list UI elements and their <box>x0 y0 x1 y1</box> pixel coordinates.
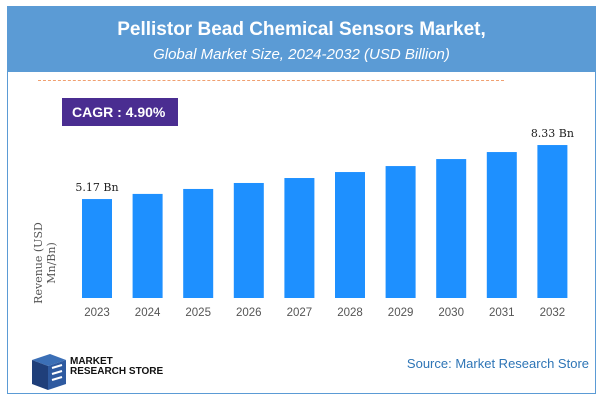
bar-2030 <box>436 159 467 298</box>
data-label: 5.17 Bn <box>75 181 118 194</box>
x-tick-label: 2025 <box>185 307 211 319</box>
bar-2025 <box>183 188 214 298</box>
bar-2026 <box>233 182 264 298</box>
chart-title: Pellistor Bead Chemical Sensors Market, <box>117 19 486 40</box>
x-tick-label: 2026 <box>236 307 262 319</box>
logo-line2: RESEARCH STORE <box>70 366 164 377</box>
bar-2028 <box>335 172 365 298</box>
bar-2024 <box>132 193 163 298</box>
chart-subtitle: Global Market Size, 2024-2032 (USD Billi… <box>153 46 450 63</box>
source-note: Source: Market Research Store <box>406 356 589 371</box>
logo-text: MARKET RESEARCH STORE <box>70 357 163 377</box>
x-tick-label: 2028 <box>337 307 363 319</box>
cagr-badge: CAGR : 4.90% <box>62 98 178 126</box>
x-tick-label: 2029 <box>388 307 414 319</box>
header: Pellistor Bead Chemical Sensors Market, … <box>7 6 596 72</box>
bar-2031 <box>486 152 517 298</box>
x-tick-label: 2032 <box>540 307 566 319</box>
x-tick-label: 2030 <box>438 307 464 319</box>
x-tick-label: 2023 <box>84 307 110 319</box>
bar-2027 <box>284 178 315 298</box>
divider <box>38 80 504 81</box>
bar-2023 <box>82 199 112 298</box>
market-research-store-logo-icon <box>32 354 66 390</box>
x-tick-label: 2024 <box>135 307 161 319</box>
x-tick-label: 2027 <box>287 307 313 319</box>
data-label: 8.33 Bn <box>531 127 574 140</box>
x-tick-label: 2031 <box>489 307 515 319</box>
bar-2029 <box>385 166 416 298</box>
logo-line1: MARKET <box>70 356 113 367</box>
bar-2032 <box>537 145 568 298</box>
